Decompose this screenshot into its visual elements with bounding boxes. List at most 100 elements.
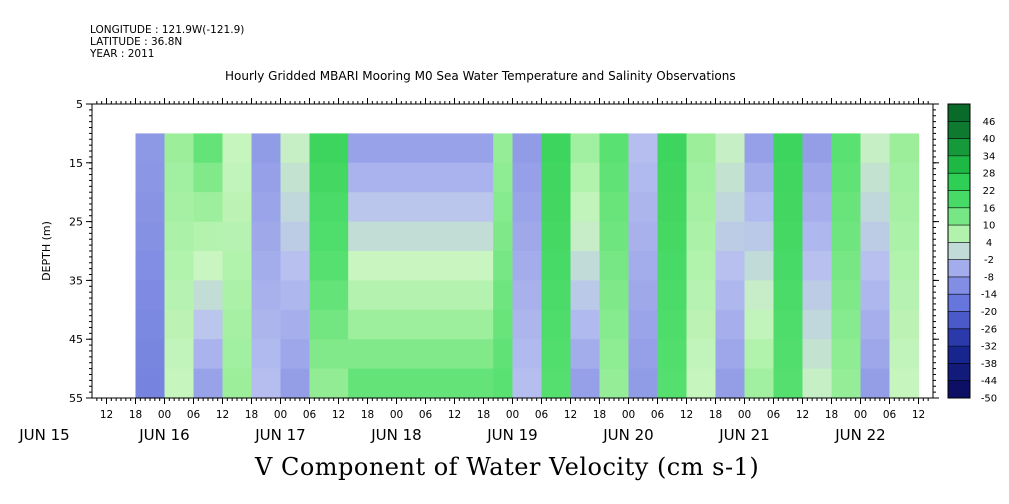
colorbar-swatch [948,104,970,122]
heatmap-cell [512,221,543,252]
y-tick-label: 15 [69,157,83,170]
heatmap-cell [802,251,833,281]
colorbar-swatch [948,242,970,261]
heatmap-cell [657,162,688,193]
heatmap-cell [193,339,224,370]
heatmap-cell [164,309,195,340]
heatmap-cell [657,251,688,281]
heatmap-cell [715,368,746,399]
heatmap-cell [744,221,775,252]
heatmap-cell [348,221,494,252]
heatmap-cell [599,309,630,340]
heatmap-cell [889,309,920,340]
heatmap-cell [251,133,282,164]
heatmap-cell [831,339,862,370]
heatmap-cell [541,339,572,370]
heatmap-cell [193,192,224,223]
x-hour-label: 18 [709,409,722,421]
heatmap-cell [541,280,572,311]
heatmap-cell [889,339,920,370]
heatmap-cell [135,221,166,252]
heatmap-cell [135,280,166,311]
heatmap-cell [512,339,543,370]
x-hour-label: 00 [274,409,287,421]
heatmap-cell [251,221,282,252]
heatmap-cell [135,309,166,340]
x-hour-label: 18 [245,409,258,421]
y-tick-label: 5 [76,98,83,111]
heatmap-cell [541,251,572,281]
heatmap-cell [512,309,543,340]
x-hour-label: 12 [680,409,693,421]
heatmap-cell [715,133,746,164]
heatmap-cell [860,280,891,311]
heatmap-cell [570,133,601,164]
heatmap-cell [309,162,349,193]
heatmap-cell [164,221,195,252]
colorbar-swatch [948,155,970,174]
heatmap-cell [686,162,717,193]
heatmap-cell [348,280,494,311]
heatmap-cell [164,280,195,311]
heatmap-cell [599,162,630,193]
heatmap-cell [773,192,804,223]
heatmap-cell [251,339,282,370]
heatmap-cell [193,133,224,164]
heatmap-cell [493,192,514,223]
x-hour-label: 06 [767,409,781,421]
heatmap-cell [686,368,717,399]
heatmap-cell [599,251,630,281]
heatmap-cell [280,221,311,252]
heatmap-cell [164,339,195,370]
x-day-label: JUN 21 [718,426,769,444]
heatmap-cell [860,133,891,164]
heatmap-cell [599,192,630,223]
colorbar-swatch [948,173,970,191]
colorbar-swatch [948,346,970,364]
x-day-label: JUN 18 [370,426,421,444]
colorbar-swatch [948,121,970,140]
heatmap-cell [512,251,543,281]
heatmap-cell [570,192,601,223]
heatmap-cell [570,280,601,311]
heatmap-cell [570,309,601,340]
heatmap-cell [541,309,572,340]
heatmap-cell [348,162,494,193]
heatmap-cell [251,192,282,223]
colorbar-label: -32 [981,342,997,353]
heatmap-cell [831,368,862,399]
heatmap-cell [193,162,224,193]
heatmap-cell [309,339,349,370]
heatmap-cell [280,280,311,311]
colorbar-swatch [948,363,970,382]
heatmap-cell [744,368,775,399]
colorbar-label: 22 [983,186,996,197]
heatmap-cell [628,192,659,223]
colorbar-swatch [948,276,970,295]
heatmap-cell [773,162,804,193]
colorbar-label: -14 [981,290,997,301]
heatmap-cell [570,221,601,252]
heatmap-cell [348,368,494,399]
x-hour-label: 12 [332,409,345,421]
heatmap-cell [802,221,833,252]
x-hour-label: 00 [158,409,171,421]
heatmap-cell [570,162,601,193]
heatmap-cell [193,251,224,281]
heatmap-cell [773,280,804,311]
heatmap-cell [309,280,349,311]
heatmap-cell [541,368,572,399]
heatmap-cell [309,368,349,399]
x-hour-label: 18 [129,409,142,421]
heatmap-cell [802,133,833,164]
heatmap-cell [512,368,543,399]
y-tick-label: 25 [69,216,83,229]
heatmap-cell [860,339,891,370]
heatmap-cell [889,221,920,252]
heatmap-cell [744,133,775,164]
heatmap-cell [773,368,804,399]
heatmap-cell [744,251,775,281]
heatmap-cell [802,280,833,311]
heatmap-cell [493,133,514,164]
